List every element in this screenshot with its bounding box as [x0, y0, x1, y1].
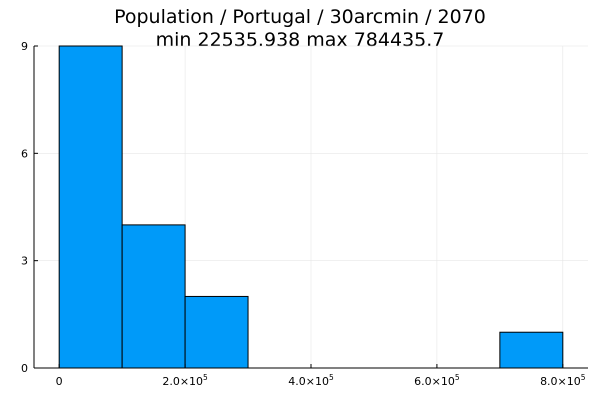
chart-title: Population / Portugal / 30arcmin / 2070	[114, 6, 486, 28]
histogram-bar	[184, 295, 249, 369]
x-tick-label: 8.0×105	[540, 373, 586, 388]
x-tick-label: 4.0×105	[288, 373, 334, 388]
x-tick-label: 6.0×105	[414, 373, 460, 388]
histogram-bar	[58, 45, 123, 369]
y-tick-label: 3	[21, 255, 28, 268]
y-tick-label: 6	[21, 147, 28, 160]
x-tick-label: 2.0×105	[162, 373, 208, 388]
chart-subtitle: min 22535.938 max 784435.7	[155, 29, 445, 51]
x-tick-label: 0	[56, 375, 63, 388]
y-tick-label: 9	[21, 40, 28, 53]
histogram-bar	[121, 224, 186, 369]
y-tick-label: 0	[21, 362, 28, 375]
histogram-bar	[499, 331, 564, 369]
